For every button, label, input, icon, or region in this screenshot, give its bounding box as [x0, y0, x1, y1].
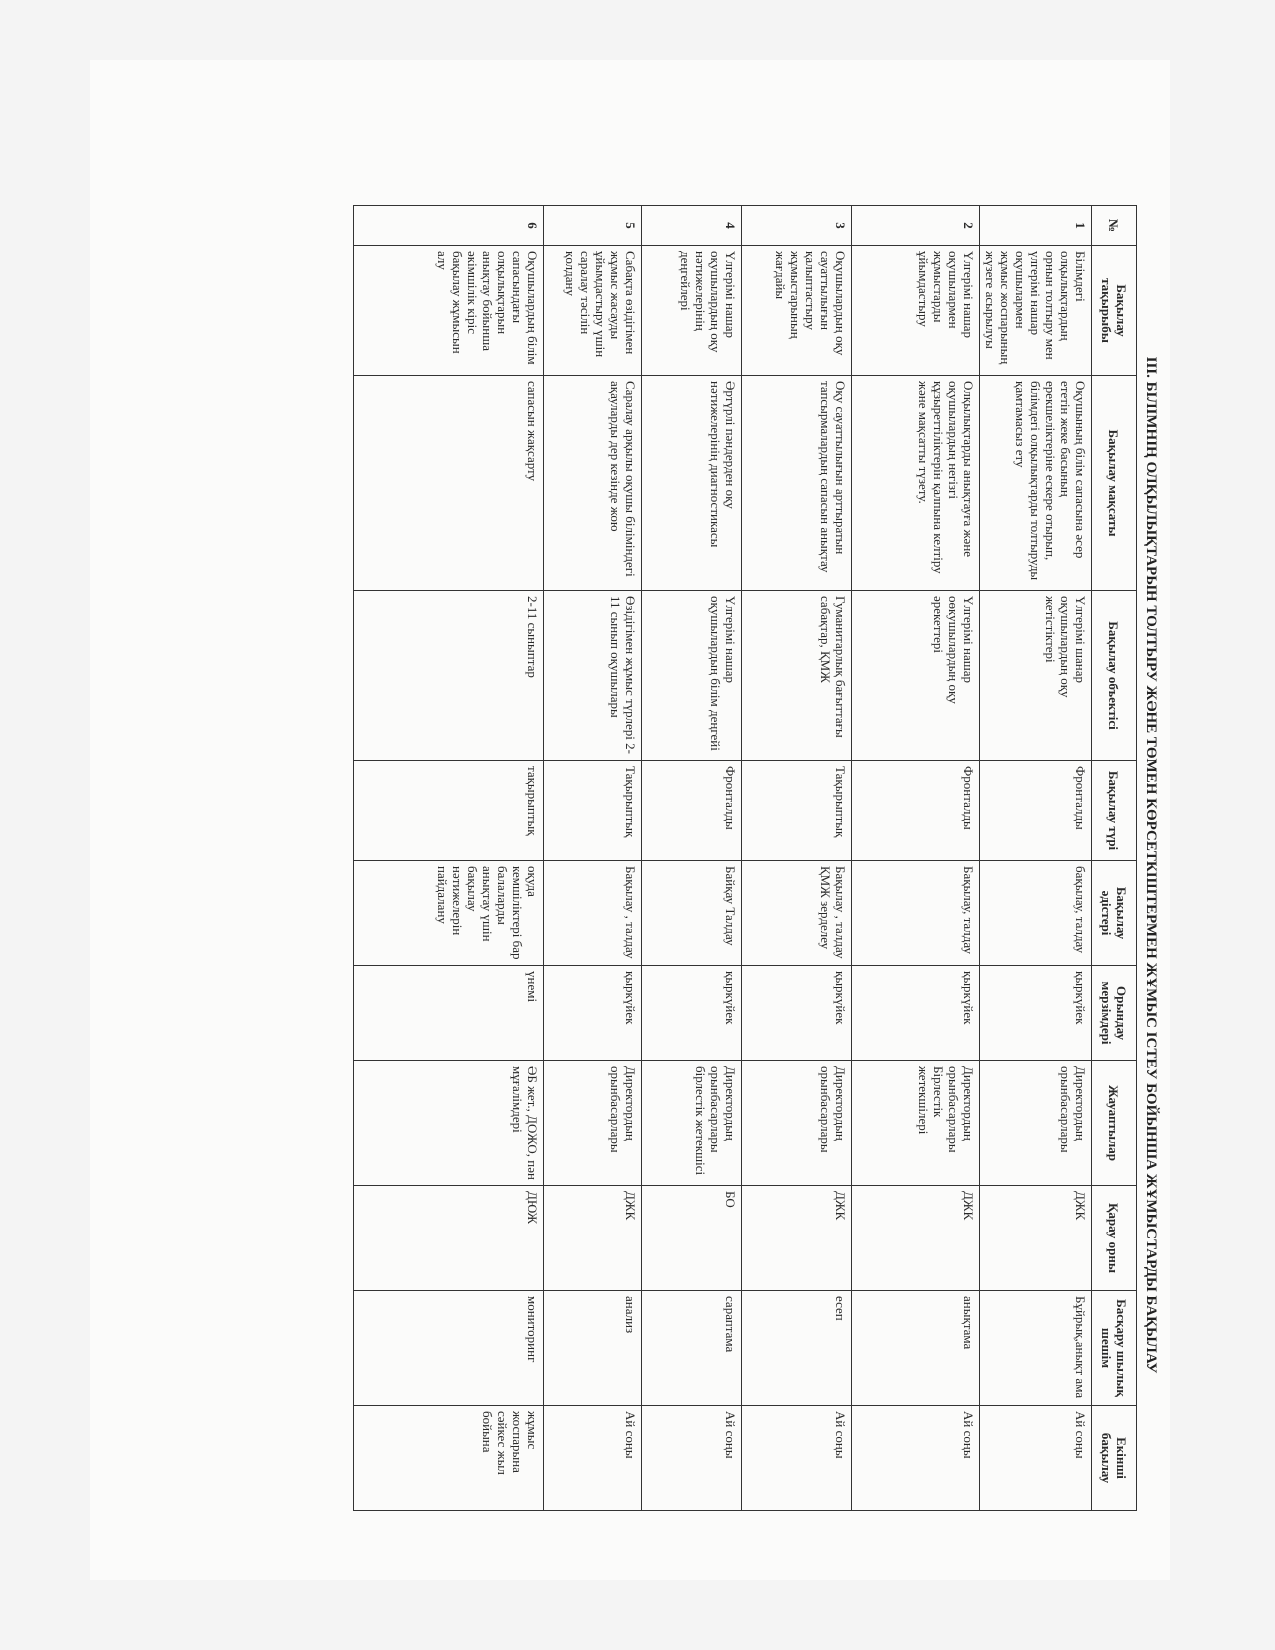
- table-cell: Ай соңы: [979, 1405, 1092, 1511]
- row-number: 1: [979, 205, 1092, 246]
- table-row: 2 Үлгерімі нашар оқушылармен жұмыстарды ұ…: [851, 205, 980, 1511]
- table-cell: ӘБ жет., ДОЖО, пән мұғалімдері: [353, 1060, 544, 1186]
- table-cell: Ай соңы: [543, 1405, 642, 1511]
- row-number: 2: [851, 205, 980, 246]
- table-cell: қыркүйек: [741, 965, 852, 1061]
- table-cell: Білімдегі олқылықтардың орнын толтыру ме…: [979, 245, 1092, 376]
- table-cell: қыркүйек: [851, 965, 980, 1061]
- column-header: Екінші бақылау: [1091, 1405, 1137, 1511]
- table-cell: бақылау, талдау: [979, 860, 1092, 966]
- table-cell: ДЖК: [543, 1185, 642, 1291]
- table-cell: есеп: [741, 1290, 852, 1406]
- table-cell: Бақылау , талдау ҚМЖ зерделеу: [741, 860, 852, 966]
- table-cell: ДЖК: [979, 1185, 1092, 1291]
- table-cell: Оқушының білім сапасына әсер ететін жеке…: [979, 375, 1092, 591]
- table-cell: Үлгерімі нашар оөкушылардың оқу әрекетте…: [851, 590, 980, 761]
- document-title: III. БІЛІМНІҢ ОЛҚЫЛЫҚТАРЫН ТОЛТЫРУ ЖӘНЕ …: [1143, 356, 1159, 1374]
- table-cell: Директордың орынбасарлары: [979, 1060, 1092, 1186]
- table-cell: Әртүрлі пәндерден оқу нәтижелерінің диаг…: [641, 375, 742, 591]
- table-cell: анықтама: [851, 1290, 980, 1406]
- column-header: Бақылау түрі: [1091, 760, 1137, 861]
- table-cell: сапасын жақсарту: [353, 375, 544, 591]
- table-cell: сараптама: [641, 1290, 742, 1406]
- table-cell: Директордың орынбасарлары бірлестік жете…: [641, 1060, 742, 1186]
- column-header: Бақылау тақырыбы: [1091, 245, 1137, 376]
- column-header: Бақылау әдістері: [1091, 860, 1137, 966]
- table-cell: Ай соңы: [741, 1405, 852, 1511]
- table-cell: анализ: [543, 1290, 642, 1406]
- table-cell: Саралау арқылы оқушы біліміндегі ақаулар…: [543, 375, 642, 591]
- header-row: № Бақылау тақырыбы Бақылау мақсаты Бақылау …: [1091, 205, 1137, 1511]
- table-cell: Үлгерімі нашар оқушылармен жұмыстарды ұй…: [851, 245, 980, 376]
- column-header: Қарау орны: [1091, 1185, 1137, 1291]
- table-cell: Фронталды: [851, 760, 980, 861]
- table-cell: Тақырыптық: [543, 760, 642, 861]
- column-header: Бақылау объектісі: [1091, 590, 1137, 761]
- table-row: 4 Үлгерімі нашар оқушылардың оқу нәтижеле…: [641, 205, 742, 1511]
- table-cell: оқуда кемшіліктері бар балаларды анықтау…: [353, 860, 544, 966]
- table-cell: Ай соңы: [851, 1405, 980, 1511]
- table-row: 5 Сабақта өзідігімен жұмыс жасауды ұйымда…: [543, 205, 642, 1511]
- rotated-content: III. БІЛІМНІҢ ОЛҚЫЛЫҚТАРЫН ТОЛТЫРУ ЖӘНЕ …: [285, 195, 1165, 1515]
- scanned-page: III. БІЛІМНІҢ ОЛҚЫЛЫҚТАРЫН ТОЛТЫРУ ЖӘНЕ …: [90, 60, 1170, 1580]
- row-number: 6: [353, 205, 544, 246]
- table-cell: қыркүйек: [543, 965, 642, 1061]
- table-cell: тақырыптық: [353, 760, 544, 861]
- row-number: 5: [543, 205, 642, 246]
- table-cell: Оқу сауаттылығын арттыратын тапсырмалард…: [741, 375, 852, 591]
- table-cell: Бұйрық,анықт ама: [979, 1290, 1092, 1406]
- table-cell: Бақылау, талдау: [851, 860, 980, 966]
- table-cell: Директордың орынбасарлары Бірлестік жете…: [851, 1060, 980, 1186]
- table-cell: ДЖК: [741, 1185, 852, 1291]
- table-cell: Гуманитарлық бағыттағы сабақтар, ҚМЖ: [741, 590, 852, 761]
- table-cell: үнемі: [353, 965, 544, 1061]
- table-cell: Директордың орынбасарлары: [543, 1060, 642, 1186]
- row-number: 4: [641, 205, 742, 246]
- table-cell: Байқау Талдау: [641, 860, 742, 966]
- table-cell: ДЖК: [851, 1185, 980, 1291]
- table-cell: ДЮЖ: [353, 1185, 544, 1291]
- column-header: Орындау мерзімдері: [1091, 965, 1137, 1061]
- table-row: 3 Оқушылардың оқу сауаттылығын қалыптасты…: [741, 205, 852, 1511]
- column-header: №: [1091, 205, 1137, 246]
- table-cell: қыркүйек: [979, 965, 1092, 1061]
- table-cell: Тақырыптық: [741, 760, 852, 861]
- table-cell: мониторинг: [353, 1290, 544, 1406]
- table-cell: Олқылықтарды анықтауға және оқушылардың …: [851, 375, 980, 591]
- column-header: Бақылау мақсаты: [1091, 375, 1137, 591]
- table-cell: Оқушылардың білім сапасындағы олқылықтар…: [353, 245, 544, 376]
- monitoring-table: № Бақылау тақырыбы Бақылау мақсаты Бақылау …: [353, 205, 1137, 1511]
- table-cell: БО: [641, 1185, 742, 1291]
- table-cell: Директордың орынбасарлары: [741, 1060, 852, 1186]
- table-cell: Оқушылардың оқу сауаттылығын қалыптастыр…: [741, 245, 852, 376]
- table-cell: Үлгерімі шанар оқушылардың оқу жетістікт…: [979, 590, 1092, 761]
- table-cell: Сабақта өзідігімен жұмыс жасауды ұйымдас…: [543, 245, 642, 376]
- table-cell: Үлгерімі нашар оқушылардың білім деңгейі: [641, 590, 742, 761]
- table-cell: Фронталды: [641, 760, 742, 861]
- table-cell: Бақылау , талдау: [543, 860, 642, 966]
- table-cell: жұмыс жоспарына сәйкес жыл бойына: [353, 1405, 544, 1511]
- row-number: 3: [741, 205, 852, 246]
- table-cell: Фронталды: [979, 760, 1092, 861]
- column-header: Жауаптылар: [1091, 1060, 1137, 1186]
- table-cell: Үлгерімі нашар оқушылардың оқу нәтижелер…: [641, 245, 742, 376]
- table-cell: Өзідігімен жұмыс түрлері 2-11 сынып оқуш…: [543, 590, 642, 761]
- table-row: 1 Білімдегі олқылықтардың орнын толтыру м…: [979, 205, 1092, 1511]
- table-cell: Ай соңы: [641, 1405, 742, 1511]
- table-cell: 2-11 сыныптар: [353, 590, 544, 761]
- column-header: Басқару шылық шешім: [1091, 1290, 1137, 1406]
- table-cell: қыркүйек: [641, 965, 742, 1061]
- table-row: 6 Оқушылардың білім сапасындағы олқылықта…: [353, 205, 544, 1511]
